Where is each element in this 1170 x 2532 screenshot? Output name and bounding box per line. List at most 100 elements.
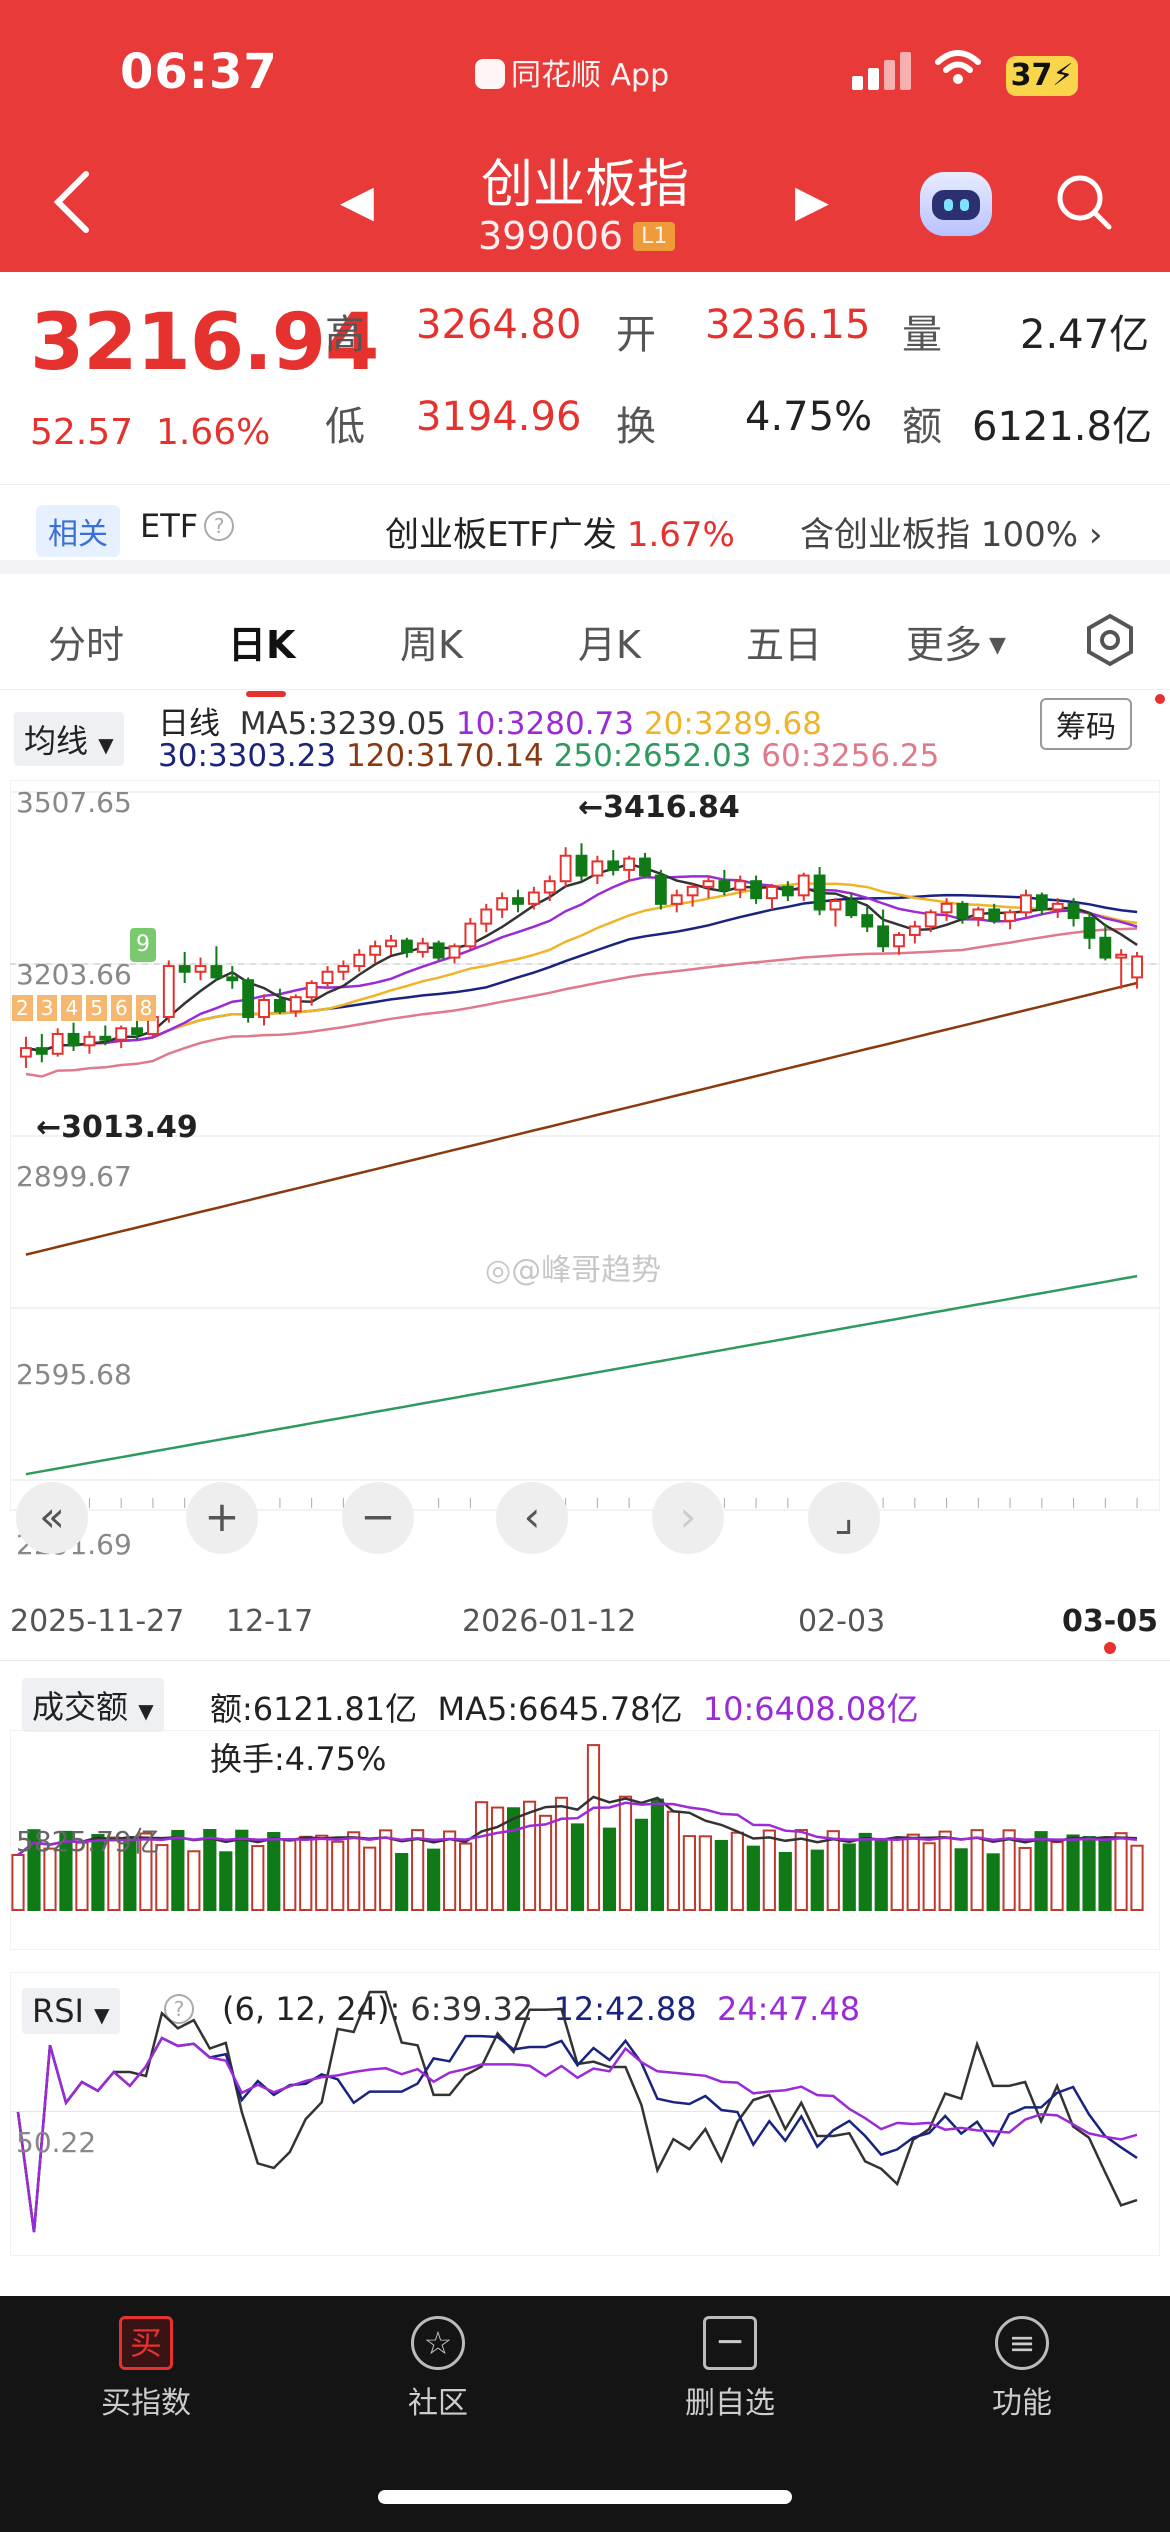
prev-stock-button[interactable]: ◀: [340, 176, 374, 227]
status-app-name: 同花顺 App: [475, 50, 669, 94]
etf-label: ETF?: [140, 507, 235, 545]
date-label: 02-03: [798, 1604, 886, 1639]
volume-bar: [586, 1744, 601, 1911]
volume-bar: [858, 1832, 872, 1911]
candle-body: [83, 1035, 96, 1047]
candle-body: [893, 933, 905, 948]
candle-body: [353, 953, 366, 968]
volume-bar: [714, 1839, 728, 1911]
search-icon[interactable]: [1054, 172, 1114, 232]
fullscreen-button[interactable]: ⌟: [808, 1482, 880, 1554]
chip-distribution-button[interactable]: 筹码: [1040, 698, 1132, 750]
volume-bar: [906, 1833, 920, 1911]
volume-bar: [874, 1838, 888, 1911]
wifi-icon: [935, 50, 981, 95]
tabbar-remove-watchlist[interactable]: − 删自选: [630, 2316, 830, 2422]
rsi-chart[interactable]: [10, 1972, 1160, 2256]
candle-body: [464, 922, 477, 948]
candle-body: [670, 894, 683, 905]
volume-bar: [842, 1843, 856, 1911]
candle-body: [718, 880, 731, 891]
kline-chart[interactable]: [10, 780, 1160, 1600]
weibo-icon: ◎: [485, 1253, 512, 1288]
candle-body: [766, 885, 778, 900]
candle-body: [115, 1027, 128, 1041]
rsi-help-icon[interactable]: ?: [164, 1990, 194, 2028]
watermark: ◎@峰哥趋势: [485, 1253, 662, 1288]
candle-body: [305, 982, 318, 999]
related-weight[interactable]: 含创业板指 100% ›: [800, 515, 1103, 555]
volume-legend: 额:6121.81亿 MA5:6645.78亿 10:6408.08亿: [210, 1690, 919, 1728]
tab-more[interactable]: 更多 ▼: [906, 623, 1006, 667]
caret-down-icon: ▼: [98, 733, 114, 757]
volume-bar: [522, 1800, 537, 1911]
volume-bar: [427, 1848, 441, 1911]
volume-bar: [235, 1829, 249, 1911]
jump-start-button[interactable]: «: [16, 1482, 88, 1554]
caret-down-icon: ▼: [94, 2003, 110, 2027]
candle-body: [1035, 894, 1048, 911]
turnover-legend: 换手:4.75%: [210, 1740, 387, 1778]
next-stock-button[interactable]: ▶: [795, 176, 829, 227]
candle-body: [559, 854, 572, 883]
candle-body: [162, 965, 175, 1018]
tabbar-community[interactable]: ☆ 社区: [338, 2316, 538, 2422]
tabbar-buy[interactable]: 买 买指数: [46, 2316, 246, 2422]
caret-down-icon: ▼: [982, 633, 1006, 658]
tab-intraday[interactable]: 分时: [48, 623, 125, 667]
rsi-dropdown[interactable]: RSI ▼: [22, 1988, 120, 2034]
y-axis-label: 2595.68: [16, 1358, 132, 1391]
volume-bar: [11, 1854, 25, 1911]
tab-monthly-k[interactable]: 月K: [578, 623, 641, 667]
tab-five-day[interactable]: 五日: [746, 623, 823, 667]
stock-code: 399006 L1: [478, 214, 676, 258]
candle-body: [273, 999, 286, 1013]
ma30-value: 30:3303.23: [158, 738, 337, 774]
scroll-right-button[interactable]: ›: [652, 1482, 724, 1554]
volume-bar: [938, 1830, 952, 1911]
ma120-line: [25, 981, 1138, 1256]
candle-body: [623, 857, 636, 871]
candle-body: [845, 900, 858, 917]
candle-body: [956, 902, 969, 919]
tab-weekly-k[interactable]: 周K: [400, 623, 463, 667]
amount-label: 额: [902, 404, 942, 450]
related-etf-row[interactable]: 相关 ETF? 创业板ETF广发 1.67% 含创业板指 100% ›: [0, 484, 1170, 574]
volume-bar: [922, 1842, 936, 1911]
turnover-value: 4.75%: [745, 394, 873, 440]
volume-bar: [283, 1839, 297, 1911]
candle-body: [258, 999, 270, 1018]
back-button[interactable]: [52, 170, 92, 245]
ma250-value: 250:2652.03: [553, 738, 752, 774]
volume-bar: [187, 1850, 201, 1911]
chevron-right-icon: ›: [1088, 515, 1103, 555]
menu-icon: ≡: [995, 2316, 1049, 2370]
candle-body: [686, 885, 699, 897]
related-etf-name[interactable]: 创业板ETF广发 1.67%: [385, 515, 735, 555]
candle-body: [194, 965, 207, 973]
signal-badge: 9: [130, 928, 156, 962]
candle-body: [35, 1047, 48, 1055]
ai-assistant-icon[interactable]: [920, 172, 992, 236]
volume-bar: [682, 1835, 696, 1911]
volume-dropdown[interactable]: 成交额 ▼: [22, 1678, 164, 1732]
volume-bar: [155, 1844, 169, 1911]
tab-daily-k[interactable]: 日K: [228, 614, 295, 697]
indicator-dropdown[interactable]: 均线 ▼: [14, 712, 124, 766]
settings-icon[interactable]: [1080, 610, 1140, 670]
candle-body: [289, 996, 302, 1013]
zoom-in-button[interactable]: +: [186, 1482, 258, 1554]
volume-bar: [1066, 1834, 1080, 1911]
volume-chart[interactable]: [10, 1730, 1160, 1950]
zoom-out-button[interactable]: −: [342, 1482, 414, 1554]
candle-body: [1051, 902, 1064, 911]
rsi24-line: [16, 2036, 1138, 2233]
tabbar-functions[interactable]: ≡ 功能: [922, 2316, 1122, 2422]
candle-body: [972, 908, 985, 919]
candle-body: [877, 925, 890, 948]
remove-watchlist-icon: −: [703, 2316, 757, 2370]
volume-bar: [570, 1823, 585, 1911]
scroll-left-button[interactable]: ‹: [496, 1482, 568, 1554]
candle-body: [369, 945, 382, 956]
candle-body: [242, 979, 255, 1018]
